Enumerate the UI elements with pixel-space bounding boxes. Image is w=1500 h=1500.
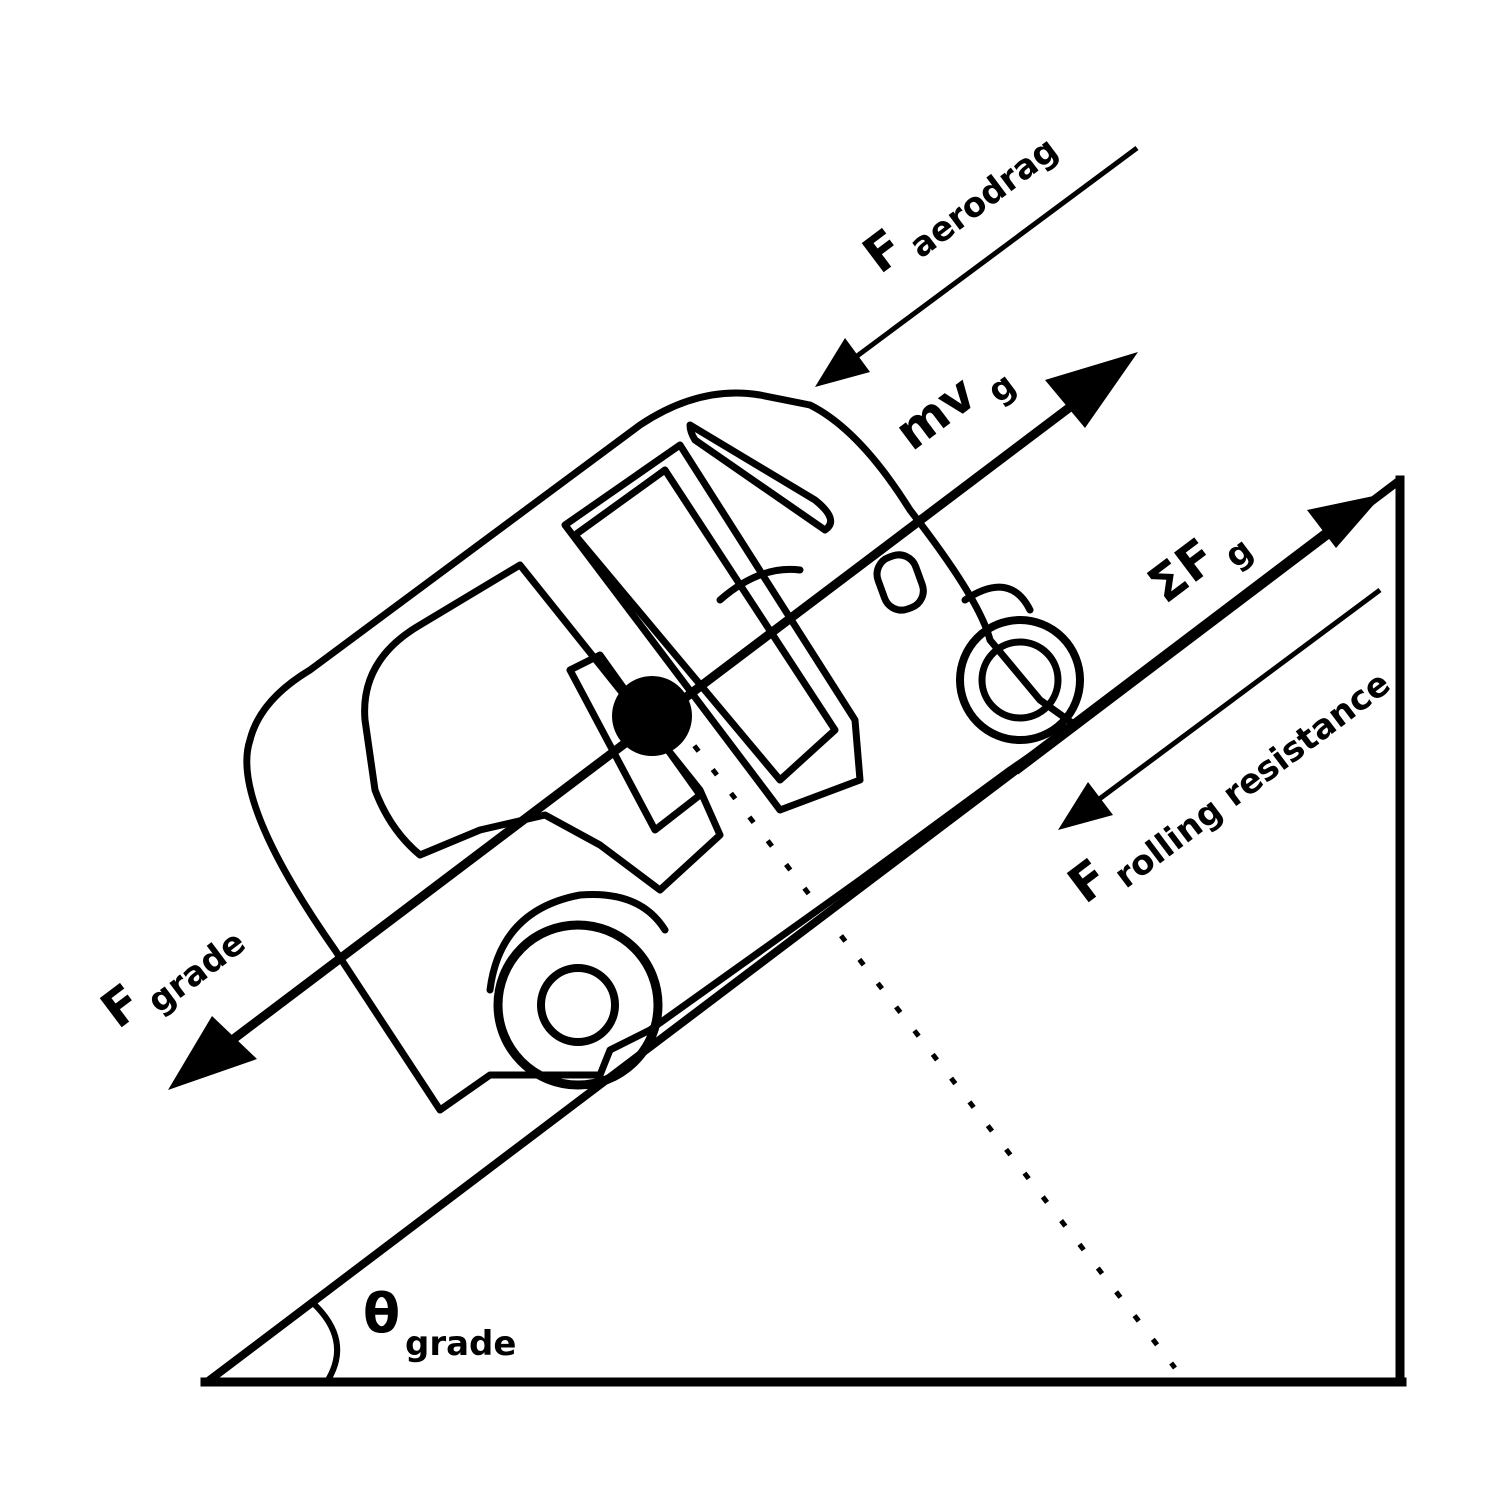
theta-grade-label: θ grade [363, 1282, 516, 1364]
svg-text:rolling resistance: rolling resistance [1107, 664, 1398, 897]
svg-text:ΣF: ΣF [1137, 527, 1226, 614]
svg-text:θ: θ [363, 1282, 400, 1345]
svg-text:F: F [90, 973, 152, 1040]
svg-text:F: F [1057, 848, 1119, 915]
auto-rickshaw-icon [243, 389, 1084, 1114]
angle-arc [310, 1300, 341, 1382]
svg-text:grade: grade [405, 1324, 516, 1364]
f-grade-label: F grade [90, 922, 253, 1040]
dotted-gravity-line [674, 720, 1177, 1370]
f-rolling-resistance-label: F rolling resistance [1057, 664, 1398, 915]
svg-text:F: F [852, 218, 914, 285]
svg-text:mv: mv [884, 364, 987, 461]
f-aerodrag-label: F aerodrag [852, 130, 1065, 285]
center-of-mass [612, 676, 692, 756]
svg-text:aerodrag: aerodrag [902, 130, 1065, 267]
svg-text:grade: grade [140, 922, 253, 1021]
svg-text:g: g [980, 365, 1024, 412]
mv-g-label: mv g [884, 364, 1024, 461]
sum-fg-label: ΣF g [1137, 527, 1260, 614]
sum-fg-arrow [1011, 494, 1383, 775]
f-aerodrag-arrow [815, 145, 1139, 387]
f-rolling-resistance-arrow [1058, 587, 1382, 830]
